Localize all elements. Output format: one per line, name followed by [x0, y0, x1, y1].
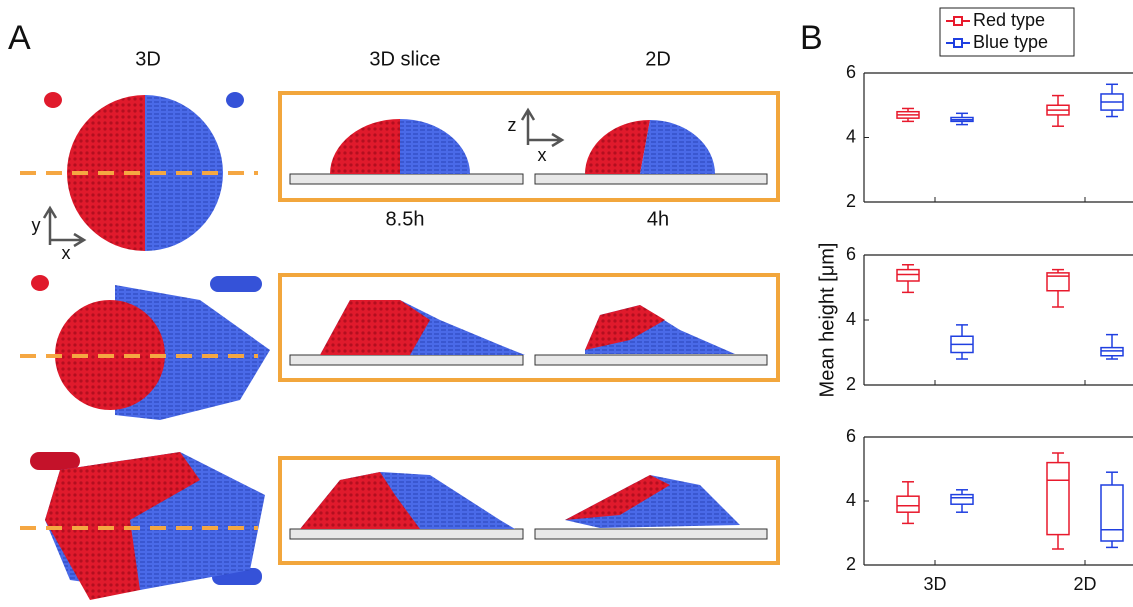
- y-tick-label: 4: [846, 126, 856, 146]
- legend-label: Red type: [973, 10, 1045, 30]
- y-tick-label: 6: [846, 426, 856, 446]
- box: [1046, 272, 1070, 292]
- column-header: 2D: [645, 48, 671, 70]
- y-tick-label: 6: [846, 62, 856, 82]
- axis-glyph-label: y: [32, 215, 41, 235]
- y-tick-label: 4: [846, 490, 856, 510]
- box: [950, 493, 974, 505]
- box: [1100, 346, 1124, 357]
- legend-swatch: [953, 38, 963, 48]
- column-header: 3D slice: [369, 48, 440, 70]
- y-axis-label: Mean height [μm]: [816, 243, 838, 398]
- box: [1100, 484, 1124, 542]
- legend-swatch: [953, 16, 963, 26]
- y-tick-label: 2: [846, 191, 856, 211]
- x-tick-label: 3D: [923, 574, 946, 594]
- panel-label: A: [8, 19, 31, 57]
- box: [896, 495, 920, 513]
- panel-label: B: [800, 19, 823, 57]
- axis-glyph-label: z: [508, 115, 517, 135]
- x-tick-label: 2D: [1073, 574, 1096, 594]
- box: [1046, 461, 1070, 536]
- axis-glyph-label: x: [538, 145, 547, 165]
- y-tick-label: 6: [846, 244, 856, 264]
- colony-images: [20, 91, 780, 600]
- y-tick-label: 4: [846, 309, 856, 329]
- box: [896, 268, 920, 282]
- y-tick-label: 2: [846, 554, 856, 574]
- time-label: 8.5h: [386, 208, 425, 230]
- legend-label: Blue type: [973, 32, 1048, 52]
- axis-glyph-label: x: [62, 243, 71, 263]
- column-header: 3D: [135, 48, 161, 70]
- time-label: 4h: [647, 208, 669, 230]
- y-tick-label: 2: [846, 374, 856, 394]
